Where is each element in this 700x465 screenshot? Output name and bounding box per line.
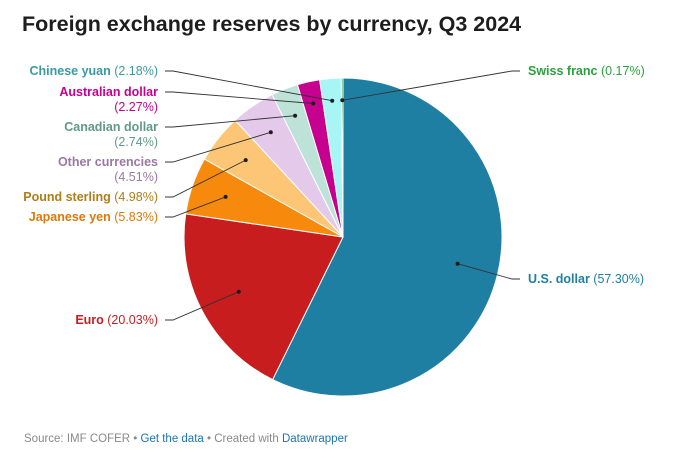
slice-label-value: (2.74%)	[114, 135, 158, 149]
slice-label-name: Other currencies	[58, 155, 158, 169]
slice-label-name: Pound sterling	[23, 190, 111, 204]
leader-line	[165, 291, 239, 321]
slice-label: Swiss franc (0.17%)	[528, 64, 645, 78]
leader-dot	[243, 158, 248, 163]
pie-slice-swiss-franc[interactable]	[340, 77, 344, 238]
slice-label: Pound sterling (4.98%)	[23, 190, 158, 204]
slice-label: Other currencies (4.51%)	[58, 155, 158, 184]
slice-label-value: (5.83%)	[111, 210, 158, 224]
pie-slice-euro[interactable]	[183, 213, 344, 381]
leader-dot	[330, 98, 335, 103]
slice-label-value: (20.03%)	[104, 313, 158, 327]
slice-label-name: Chinese yuan	[29, 64, 110, 78]
slice-label: Canadian dollar (2.74%)	[64, 120, 158, 149]
slice-label-value: (2.27%)	[114, 100, 158, 114]
leader-dot	[455, 261, 460, 266]
leader-dot	[311, 101, 316, 106]
slice-label-value: (0.17%)	[597, 64, 644, 78]
slice-label-name: Swiss franc	[528, 64, 598, 78]
leader-line	[165, 70, 333, 102]
slice-label: Japanese yen (5.83%)	[29, 210, 158, 224]
slice-label: Chinese yuan (2.18%)	[29, 64, 158, 78]
leader-dot	[268, 130, 273, 135]
slice-label-name: Euro	[75, 313, 104, 327]
leader-line	[165, 91, 314, 104]
pie-slice-u-s-dollar[interactable]	[271, 77, 503, 397]
get-data-link[interactable]: Get the data	[140, 433, 204, 445]
slice-label-name: Australian dollar	[59, 85, 158, 99]
leader-dot	[236, 289, 241, 294]
leader-line	[165, 196, 226, 218]
slice-label: U.S. dollar (57.30%)	[528, 272, 644, 286]
leader-line	[165, 159, 246, 198]
slice-label-value: (4.98%)	[111, 190, 158, 204]
leader-line	[457, 263, 520, 280]
source-text: Source: IMF COFER	[24, 433, 131, 445]
slice-label-value: (57.30%)	[590, 272, 644, 286]
slice-label-name: Japanese yen	[29, 210, 111, 224]
slice-label: Australian dollar (2.27%)	[59, 85, 158, 114]
leader-dot	[293, 113, 298, 118]
slice-label-name: Canadian dollar	[64, 120, 158, 134]
footer-separator: •	[130, 433, 141, 445]
leader-line	[165, 115, 296, 128]
leader-line	[342, 70, 520, 101]
slice-label-name: U.S. dollar	[528, 272, 590, 286]
leader-dot	[340, 98, 345, 103]
slice-label: Euro (20.03%)	[75, 313, 158, 327]
created-with-text: • Created with	[203, 433, 282, 445]
slice-label-value: (2.18%)	[111, 64, 158, 78]
slice-label-value: (4.51%)	[114, 170, 158, 184]
datawrapper-link[interactable]: Datawrapper	[281, 433, 348, 445]
leader-dot	[223, 194, 228, 199]
footer: Source: IMF COFER • Get the data • Creat…	[24, 433, 348, 445]
leader-line	[165, 131, 271, 163]
chart-title: Foreign exchange reserves by currency, Q…	[22, 12, 522, 36]
